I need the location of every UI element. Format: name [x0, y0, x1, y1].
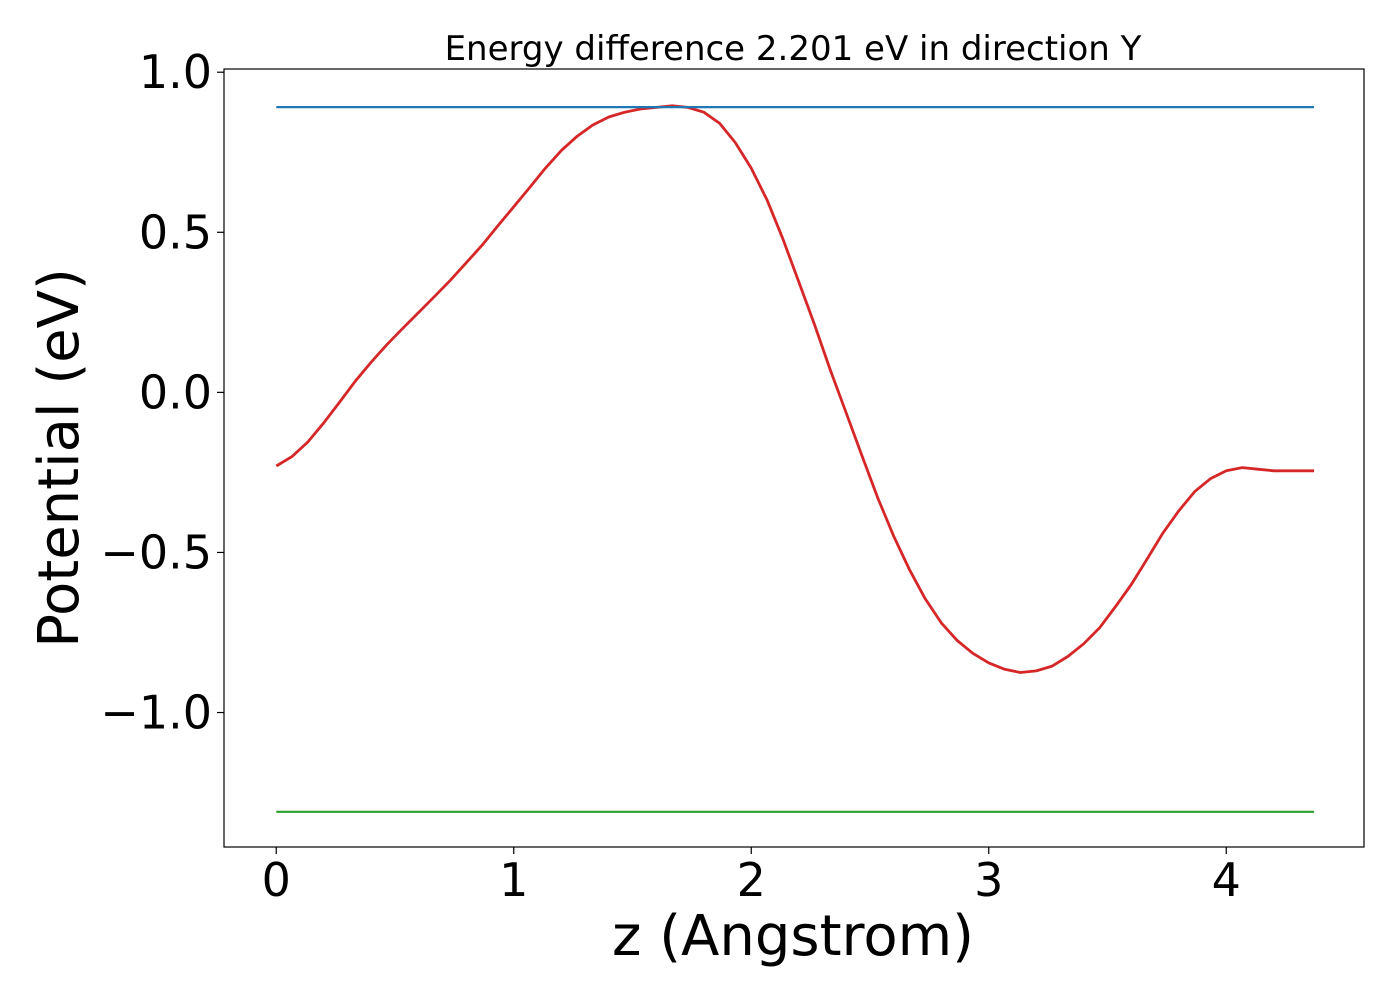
plot-frame: [223, 68, 1365, 848]
x-tick-label: 3: [974, 853, 1003, 907]
x-tick-label: 0: [262, 853, 291, 907]
y-axis-label: Potential (eV): [27, 268, 92, 648]
y-tick-label: −0.5: [100, 525, 212, 579]
series-line-1: [275, 104, 1315, 674]
y-tick-label: 1.0: [139, 45, 212, 99]
y-tick-label: 0.5: [139, 205, 212, 259]
x-axis: 0 1 2 3 4: [262, 847, 1241, 907]
x-tick-label: 1: [499, 853, 528, 907]
chart-title: Energy difference 2.201 eV in direction …: [445, 29, 1142, 69]
y-axis: −1.0 −0.5 0.0 0.5 1.0: [100, 45, 224, 740]
x-tick-label: 4: [1212, 853, 1241, 907]
y-tick-label: −1.0: [100, 686, 212, 740]
y-tick-label: 0.0: [139, 365, 212, 419]
x-tick-label: 2: [737, 853, 766, 907]
x-axis-label: z (Angstrom): [612, 904, 974, 969]
plot-lines: [275, 104, 1315, 813]
